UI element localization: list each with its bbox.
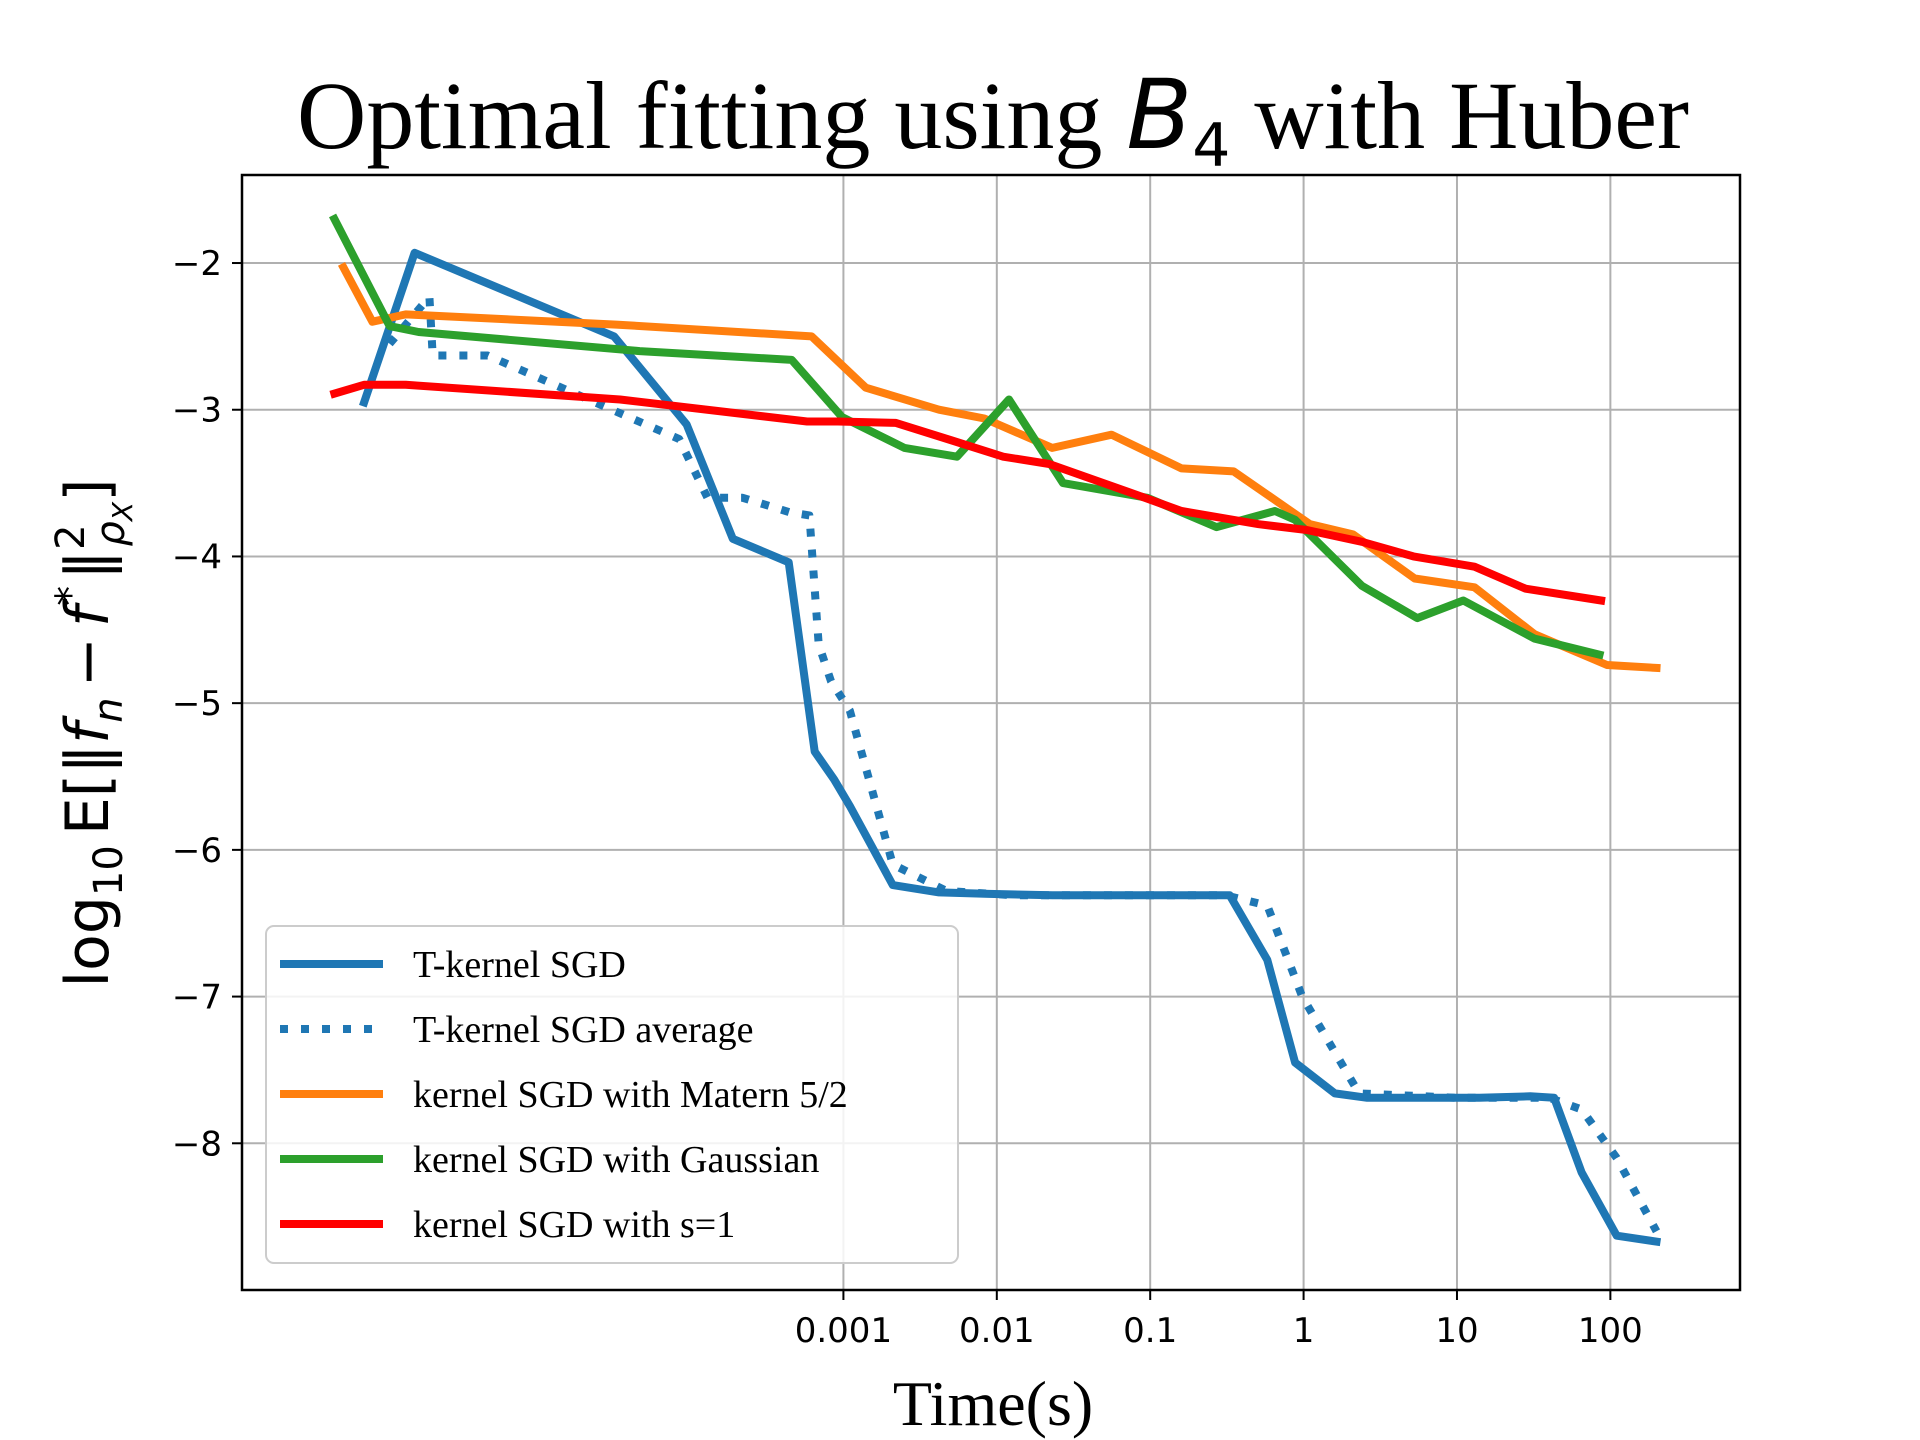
chart-title: Optimal fitting using B4 with Huber: [297, 59, 1689, 181]
y-title-body-a: ‖f: [53, 715, 123, 774]
y-title-norm-sup: 2: [48, 524, 94, 549]
chart-title-suffix: with Huber: [1230, 62, 1689, 169]
y-title-bracket-close: ]: [53, 478, 123, 501]
y-tick-label: −7: [172, 978, 222, 1018]
y-tick-label: −3: [172, 391, 222, 431]
chart-title-math: B: [1126, 59, 1192, 171]
plot-series: [329, 213, 1662, 1247]
plot-frame: [240, 173, 1742, 1292]
y-tick-label: −2: [172, 244, 222, 284]
series-line-3: [337, 261, 1661, 673]
x-tick-label: 100: [1578, 1311, 1643, 1351]
y-tick-label: −8: [172, 1124, 222, 1164]
y-title-func-sub: 10: [86, 845, 132, 896]
x-tick-label: 1: [1293, 1311, 1315, 1351]
y-tick-label: −5: [172, 684, 222, 724]
x-axis-title: Time(s): [893, 1368, 1093, 1439]
y-title-bracket-open: [: [53, 774, 123, 797]
chart-title-prefix: Optimal fitting using: [297, 62, 1126, 169]
y-title-norm-sub-sub: X: [106, 501, 139, 523]
legend-label-4: kernel SGD with Gaussian: [413, 1139, 819, 1181]
y-axis-title: log10E[‖fn−f*‖2ρX]: [48, 478, 139, 987]
y-tick-label: −6: [172, 831, 222, 871]
axis-ticks: 0.001 0.01 0.1 1 10 100 −2 −3 −4 −5 −6 −7 −8: [172, 244, 1643, 1351]
legend: T-kernel SGD T-kernel SGD average kernel S…: [265, 925, 959, 1264]
y-title-body-b-sup: *: [48, 586, 94, 606]
legend-label-5: kernel SGD with s=1: [413, 1204, 735, 1246]
y-title-func: log: [53, 896, 123, 987]
y-title-minus: −: [53, 637, 123, 687]
x-tick-label: 10: [1435, 1311, 1478, 1351]
legend-label-1: T-kernel SGD: [413, 944, 626, 986]
series-line-2: [386, 292, 1661, 1234]
legend-label-2: T-kernel SGD average: [413, 1009, 753, 1051]
y-tick-label: −4: [172, 537, 222, 577]
y-title-norm-sub: ρ: [88, 521, 134, 546]
x-tick-label: 0.01: [959, 1311, 1035, 1351]
y-title-op: E: [53, 797, 123, 835]
x-tick-label: 0.001: [795, 1311, 892, 1351]
y-title-norm: ‖: [53, 550, 123, 580]
x-tick-label: 0.1: [1123, 1311, 1177, 1351]
series-line-5: [329, 380, 1606, 606]
chart-title-math-subscript: 4: [1192, 111, 1230, 181]
grid: [242, 175, 1740, 1290]
series-line-4: [329, 213, 1605, 660]
legend-label-3: kernel SGD with Matern 5/2: [413, 1074, 848, 1116]
y-title-body-a-sub: n: [86, 697, 132, 722]
legend-box: [265, 925, 959, 1264]
